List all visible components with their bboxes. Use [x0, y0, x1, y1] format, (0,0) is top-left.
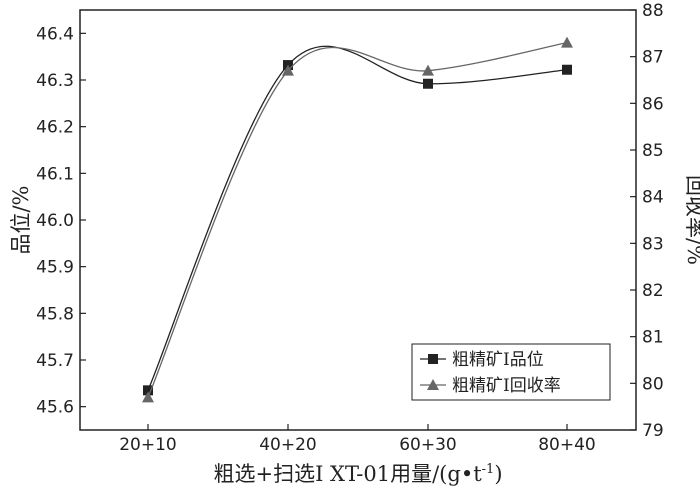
data-point-triangle	[142, 391, 154, 403]
right-tick-label: 87	[642, 48, 664, 68]
x-axis: 20+10 40+20 60+30 80+40	[119, 424, 596, 455]
x-axis-title-tail: )	[494, 462, 502, 486]
left-axis: 45.6 45.7 45.8 45.9 46.0 46.1 46.2 46.3 46.4	[36, 24, 86, 418]
legend-marker-square	[428, 354, 438, 364]
y-axis-right-title: 回收率/%	[683, 175, 700, 265]
x-axis-title-sup: -1	[482, 462, 495, 477]
y-axis-left-title: 品位/%	[9, 185, 33, 254]
right-tick-label: 84	[642, 188, 664, 208]
left-tick-label: 45.7	[36, 351, 74, 371]
x-tick-label: 80+40	[538, 435, 596, 455]
data-point-triangle	[282, 64, 294, 76]
data-point-triangle	[422, 64, 434, 76]
legend: 粗精矿Ⅰ品位 粗精矿Ⅰ回收率	[411, 343, 611, 401]
x-tick-label: 40+20	[259, 435, 317, 455]
right-tick-label: 85	[642, 141, 664, 161]
data-point-triangle	[561, 36, 573, 48]
x-tick-label: 60+30	[399, 435, 457, 455]
data-point-square	[423, 78, 433, 89]
legend-label-grade: 粗精矿Ⅰ品位	[452, 350, 544, 370]
left-tick-label: 45.6	[36, 398, 74, 418]
data-point-square	[562, 64, 572, 75]
left-tick-label: 46.0	[36, 211, 74, 231]
x-axis-title-main: 粗选+扫选Ⅰ XT-01用量/(g•t	[213, 462, 482, 486]
right-tick-label: 88	[642, 1, 664, 21]
series-layer	[142, 36, 573, 403]
right-tick-label: 81	[642, 328, 664, 348]
legend-label-recovery: 粗精矿Ⅰ回收率	[452, 376, 561, 396]
series-line-triangle	[147, 42, 568, 398]
x-tick-label: 20+10	[119, 435, 177, 455]
data-point-square	[143, 385, 153, 396]
right-tick-label: 83	[642, 234, 664, 254]
right-tick-label: 82	[642, 281, 664, 301]
left-tick-label: 46.4	[36, 24, 74, 44]
legend-marker-triangle	[427, 379, 439, 390]
left-tick-label: 45.9	[36, 258, 74, 278]
left-tick-label: 46.1	[36, 164, 74, 184]
left-tick-label: 46.2	[36, 118, 74, 138]
left-tick-label: 45.8	[36, 304, 74, 324]
right-axis: 79 80 81 82 83 84 85 86 87 88	[630, 1, 664, 441]
left-tick-label: 46.3	[36, 71, 74, 91]
right-tick-label: 79	[642, 421, 664, 441]
right-tick-label: 86	[642, 94, 664, 114]
x-axis-title: 粗选+扫选Ⅰ XT-01用量/(g•t-1)	[213, 462, 502, 486]
series-line-square	[147, 45, 568, 391]
right-tick-label: 80	[642, 374, 664, 394]
legend-box	[411, 343, 611, 401]
